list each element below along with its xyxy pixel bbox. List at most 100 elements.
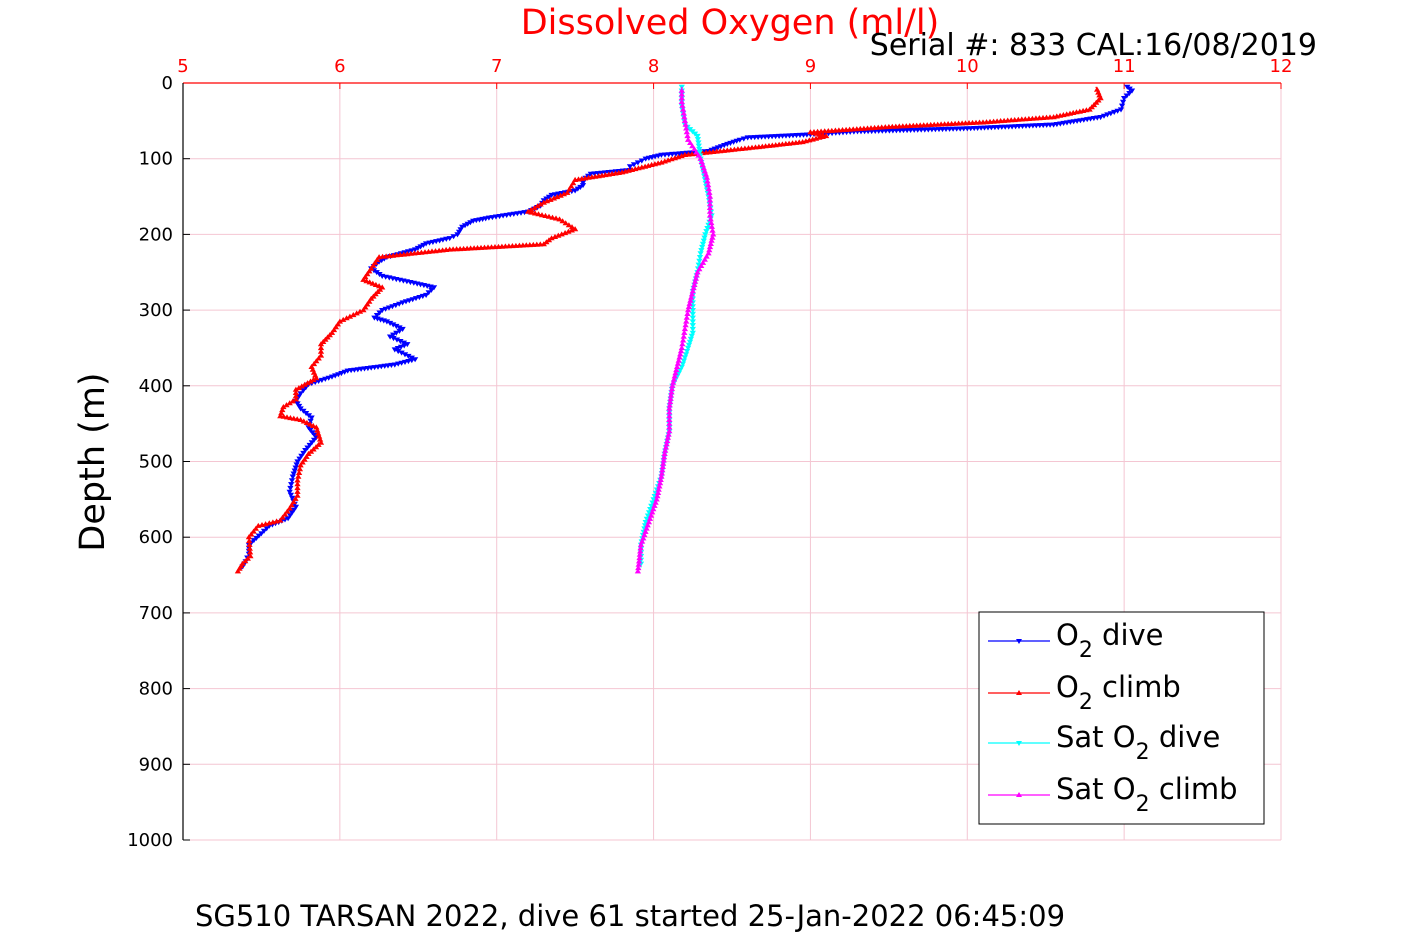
o2_climb-point <box>1095 89 1102 95</box>
y-ticks: 0 100 200 300 400 500 600 700 800 900 1000 <box>127 73 190 851</box>
o2_dive-point <box>290 507 298 513</box>
sat_climb-point <box>703 174 711 180</box>
sat_climb-point <box>649 509 656 515</box>
sat_dive-point <box>687 336 695 342</box>
o2_climb-point <box>373 256 381 262</box>
o2_climb-point <box>360 307 367 313</box>
o2_climb-point <box>366 268 373 274</box>
sat_climb-point <box>645 519 653 525</box>
sat_climb-point <box>637 545 644 551</box>
o2_climb-point <box>297 462 304 468</box>
sat_dive-point <box>689 315 696 321</box>
legend-label-o2_dive: O2 dive <box>1056 618 1164 663</box>
sat_climb-point <box>660 454 668 460</box>
sat_climb-point <box>662 444 670 450</box>
sat_climb-point <box>678 91 685 97</box>
sat_climb-point <box>662 447 669 453</box>
legend-marker-o2_dive <box>1016 639 1022 644</box>
sat_dive-point <box>677 367 684 373</box>
sat_climb-point <box>658 470 666 476</box>
sat_climb-point <box>637 548 644 554</box>
o2_dive-point <box>373 313 381 319</box>
legend-label-o2_climb: O2 climb <box>1056 670 1181 715</box>
sat_climb-point <box>654 493 661 499</box>
o2_dive-point <box>626 164 634 170</box>
sat_climb-point <box>705 182 712 188</box>
o2_climb-point <box>246 541 253 547</box>
o2_climb-point <box>237 563 245 569</box>
o2_dive-point <box>457 227 464 233</box>
sat_climb-point <box>681 326 689 332</box>
sat_climb-point <box>681 329 688 335</box>
o2_climb-point <box>277 413 284 419</box>
o2_climb-point <box>362 274 369 280</box>
sat_climb-point <box>673 363 681 369</box>
sat_climb-point <box>677 351 684 357</box>
sat_dive-point <box>694 137 702 143</box>
o2_dive-point <box>308 440 316 446</box>
sat_climb-point <box>666 424 673 430</box>
sat_climb-point <box>643 525 650 531</box>
sat_climb-point <box>706 247 713 253</box>
sat_dive-point <box>696 150 703 156</box>
x-tick-label: 9 <box>805 56 816 77</box>
sat_climb-point <box>681 117 689 123</box>
sat_dive-point <box>681 355 689 361</box>
o2_climb-point <box>328 329 336 335</box>
y-axis-label: Depth (m) <box>73 372 113 551</box>
sat_dive-point <box>689 323 696 329</box>
o2_dive-point <box>428 287 435 293</box>
sat_dive-point <box>685 342 693 348</box>
sat_climb-point <box>684 133 691 139</box>
o2_dive-point <box>287 485 294 491</box>
sat_climb-point <box>680 333 687 339</box>
sat_climb-point <box>706 244 714 250</box>
o2_climb-point <box>242 558 249 564</box>
o2_dive-point <box>430 285 438 291</box>
o2_climb-point <box>301 456 308 462</box>
sat_climb-point <box>636 551 643 557</box>
o2_climb-point <box>308 363 315 369</box>
sat_dive-point <box>696 255 704 261</box>
o2_climb-point <box>288 502 295 508</box>
o2_climb-point <box>370 262 377 268</box>
sat_climb-point <box>667 399 674 405</box>
sat_climb-point <box>703 253 710 259</box>
o2_dive-point <box>1123 93 1130 99</box>
o2_climb-point <box>284 508 291 514</box>
o2_dive-point <box>300 388 307 394</box>
o2_climb-point <box>309 366 316 372</box>
sat_climb-point <box>668 389 675 395</box>
sat_climb-point <box>701 168 708 174</box>
o2_dive-point <box>304 445 311 451</box>
sat_dive-point <box>701 235 708 241</box>
o2_dive-point <box>310 437 318 443</box>
sat_climb-point <box>691 278 699 284</box>
o2_climb-point <box>334 321 342 327</box>
sat_climb-point <box>656 480 664 486</box>
sat_climb-point <box>706 201 714 207</box>
o2_dive-point <box>1118 103 1126 109</box>
sat_climb-point <box>685 303 693 309</box>
o2_climb-point <box>292 389 300 395</box>
sat_climb-point <box>706 193 714 199</box>
sat_climb-point <box>660 460 667 466</box>
sat_climb-point <box>647 512 655 518</box>
sat_climb-point <box>689 288 696 294</box>
o2_climb-point <box>368 265 375 271</box>
o2_dive-point <box>288 510 296 516</box>
sat_climb-point <box>679 337 687 343</box>
legend-marker-o2_climb <box>1016 690 1022 695</box>
o2_climb-point <box>290 499 297 505</box>
o2_climb-point <box>313 358 320 364</box>
sat_climb-point <box>660 457 667 463</box>
o2_dive-point <box>306 442 313 448</box>
x-tick-label: 11 <box>1113 56 1136 77</box>
o2_dive-point <box>307 427 314 433</box>
sat_climb-point <box>650 506 657 512</box>
sat_climb-point <box>666 402 673 408</box>
sat_climb-point <box>655 486 662 492</box>
sat_climb-point <box>634 568 642 574</box>
sat_climb-point <box>641 532 648 538</box>
